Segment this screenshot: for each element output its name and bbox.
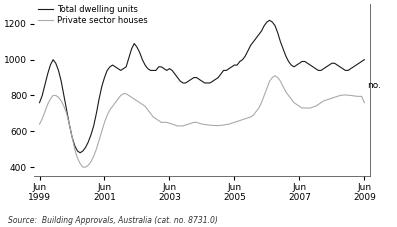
Private sector houses — [69, 135, 74, 138]
Total dwelling units — [259, 30, 264, 32]
Private sector houses — [259, 101, 264, 104]
Total dwelling units — [37, 101, 42, 104]
Total dwelling units — [243, 55, 248, 57]
Private sector houses — [37, 123, 42, 126]
Total dwelling units — [362, 58, 367, 61]
Total dwelling units — [178, 80, 183, 83]
Line: Private sector houses: Private sector houses — [40, 76, 364, 167]
Private sector houses — [116, 98, 120, 100]
Private sector houses — [243, 117, 248, 120]
Private sector houses — [362, 101, 367, 104]
Private sector houses — [81, 166, 85, 168]
Legend: Total dwelling units, Private sector houses: Total dwelling units, Private sector hou… — [38, 5, 147, 25]
Private sector houses — [273, 74, 278, 77]
Total dwelling units — [69, 135, 74, 138]
Total dwelling units — [116, 67, 120, 70]
Total dwelling units — [267, 19, 272, 22]
Text: Source:  Building Approvals, Australia (cat. no. 8731.0): Source: Building Approvals, Australia (c… — [8, 216, 218, 225]
Y-axis label: no.: no. — [367, 81, 381, 90]
Total dwelling units — [346, 69, 351, 72]
Private sector houses — [178, 125, 183, 127]
Private sector houses — [346, 94, 351, 96]
Total dwelling units — [78, 151, 83, 154]
Line: Total dwelling units: Total dwelling units — [40, 20, 364, 153]
